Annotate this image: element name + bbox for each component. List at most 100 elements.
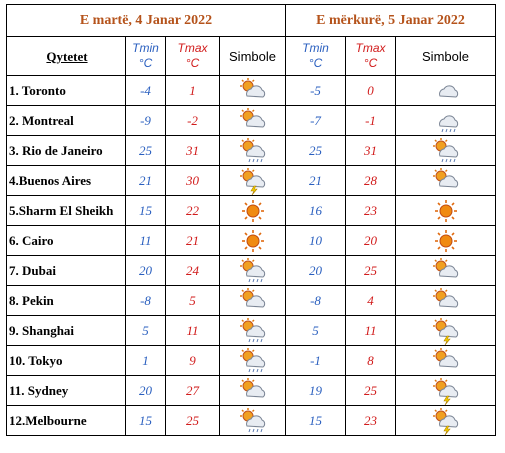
tmax: 28 <box>345 165 396 196</box>
city-name: 2. Montreal <box>6 105 126 136</box>
city-row: 4.Buenos Aires 21 30 21 28 <box>6 165 496 196</box>
weather-icon <box>395 195 496 226</box>
weather-table: E martë, 4 Janar 2022 E mërkurë, 5 Janar… <box>6 4 496 436</box>
tmin: 16 <box>285 195 346 226</box>
tmax: 23 <box>345 195 396 226</box>
icon <box>239 257 265 282</box>
city-name: 7. Dubai <box>6 255 126 286</box>
icon <box>239 407 265 432</box>
tmin: -8 <box>125 285 166 316</box>
weather-icon <box>395 285 496 316</box>
city-name: 8. Pekin <box>6 285 126 316</box>
tmin: 5 <box>285 315 346 346</box>
tmin-header: Tmin °C <box>125 36 166 76</box>
unit: °C <box>185 56 200 70</box>
icon <box>241 199 264 222</box>
tmin: 25 <box>285 135 346 166</box>
city-row: 10. Tokyo 1 9 -1 8 <box>6 345 496 376</box>
weather-icon <box>219 375 286 406</box>
tmax: -1 <box>345 105 396 136</box>
icon <box>432 257 458 278</box>
tmin: 11 <box>125 225 166 256</box>
city-header: Qytetet <box>6 36 126 76</box>
symbol-header: Simbole <box>395 36 496 76</box>
weather-icon <box>395 345 496 376</box>
tmax: 20 <box>345 225 396 256</box>
tmin: -1 <box>285 345 346 376</box>
tmin: 15 <box>285 405 346 436</box>
tmin: 21 <box>125 165 166 196</box>
city-row: 1. Toronto -4 1 -5 0 <box>6 75 496 106</box>
icon <box>241 229 264 252</box>
tmin-header: Tmin °C <box>285 36 346 76</box>
tmax: 30 <box>165 165 220 196</box>
icon <box>432 317 458 345</box>
icon <box>432 407 458 435</box>
city-name: 6. Cairo <box>6 225 126 256</box>
weather-icon <box>219 315 286 346</box>
icon <box>239 137 265 162</box>
unit: °C <box>308 56 323 70</box>
tmax-header: Tmax °C <box>165 36 220 76</box>
icon <box>438 84 458 98</box>
tmax: 27 <box>165 375 220 406</box>
icon <box>239 287 265 308</box>
tmin: 15 <box>125 405 166 436</box>
tmin: -4 <box>125 75 166 106</box>
tmin: 15 <box>125 195 166 226</box>
city-name: 12.Melbourne <box>6 405 126 436</box>
tmax: 0 <box>345 75 396 106</box>
city-row: 12.Melbourne 15 25 15 23 <box>6 405 496 436</box>
city-row: 7. Dubai 20 24 20 25 <box>6 255 496 286</box>
tmax: 4 <box>345 285 396 316</box>
tmin: 20 <box>285 255 346 286</box>
icon <box>239 77 265 98</box>
tmin: 21 <box>285 165 346 196</box>
city-name: 5.Sharm El Sheikh <box>6 195 126 226</box>
weather-icon <box>395 405 496 436</box>
icon <box>239 167 265 195</box>
tmin: -9 <box>125 105 166 136</box>
city-row: 8. Pekin -8 5 -8 4 <box>6 285 496 316</box>
tmax: 25 <box>345 375 396 406</box>
weather-icon <box>395 375 496 406</box>
weather-icon <box>395 225 496 256</box>
tmax: 9 <box>165 345 220 376</box>
city-row: 11. Sydney 20 27 19 25 <box>6 375 496 406</box>
weather-icon <box>219 255 286 286</box>
city-row: 3. Rio de Janeiro 25 31 25 31 <box>6 135 496 166</box>
tmax: 8 <box>345 345 396 376</box>
tmin: 1 <box>125 345 166 376</box>
city-name: 4.Buenos Aires <box>6 165 126 196</box>
weather-icon <box>395 135 496 166</box>
unit: °C <box>363 56 378 70</box>
tmin: 20 <box>125 375 166 406</box>
weather-icon <box>219 165 286 196</box>
label: Tmin <box>132 41 159 55</box>
day-row: E martë, 4 Janar 2022 E mërkurë, 5 Janar… <box>6 4 496 37</box>
weather-icon <box>219 225 286 256</box>
tmin: -8 <box>285 285 346 316</box>
tmax: 23 <box>345 405 396 436</box>
tmax: 25 <box>165 405 220 436</box>
tmax: 31 <box>165 135 220 166</box>
tmin: 10 <box>285 225 346 256</box>
tmax: 22 <box>165 195 220 226</box>
day-title: E mërkurë, 5 Janar 2022 <box>285 4 496 37</box>
icon <box>432 137 458 162</box>
weather-icon <box>395 315 496 346</box>
tmax-header: Tmax °C <box>345 36 396 76</box>
tmin: 25 <box>125 135 166 166</box>
weather-icon <box>219 105 286 136</box>
weather-icon <box>395 75 496 106</box>
tmax: 1 <box>165 75 220 106</box>
weather-icon <box>395 105 496 136</box>
tmax: 24 <box>165 255 220 286</box>
weather-icon <box>219 285 286 316</box>
tmin: 20 <box>125 255 166 286</box>
symbol-header: Simbole <box>219 36 286 76</box>
city-name: 9. Shanghai <box>6 315 126 346</box>
icon <box>432 377 458 405</box>
tmin: 19 <box>285 375 346 406</box>
